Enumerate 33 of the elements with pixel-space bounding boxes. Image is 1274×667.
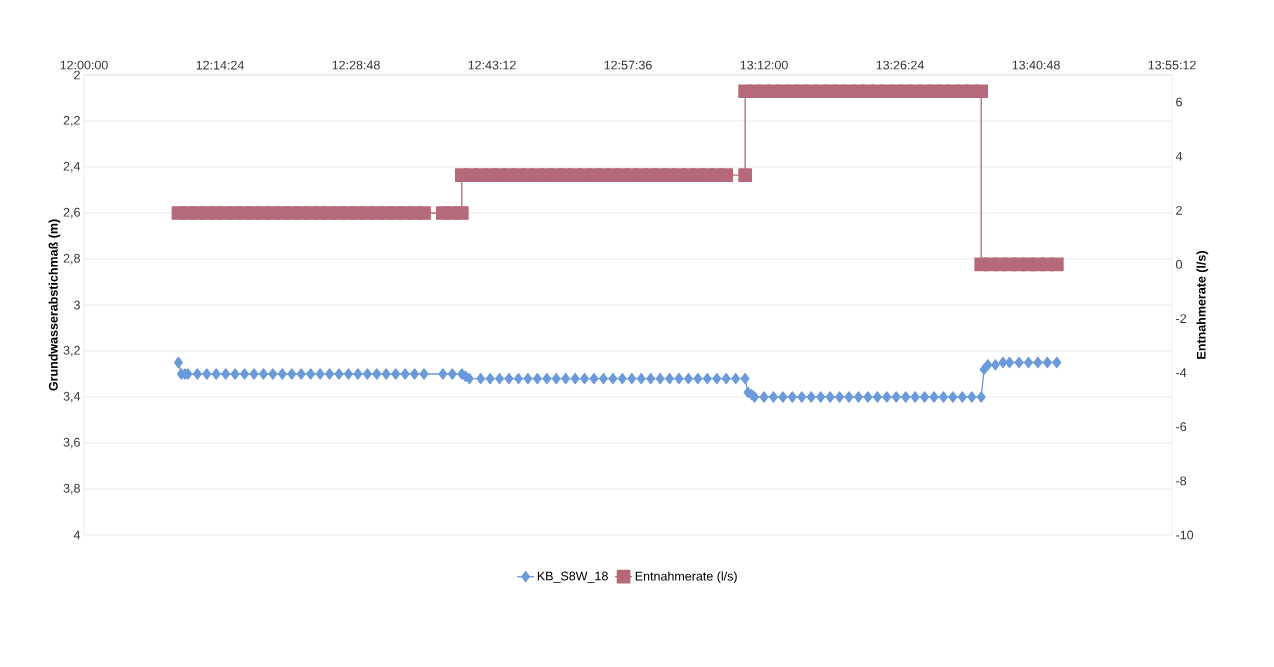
y-tick-label: 2,4 xyxy=(63,161,81,173)
y2-tick-label: 2 xyxy=(1176,205,1182,215)
y-tick-label: 3,6 xyxy=(63,437,80,449)
y2-tick-label: -10 xyxy=(1176,530,1194,540)
y-tick-label: 2,2 xyxy=(63,115,80,127)
y-tick-label: 3,2 xyxy=(63,345,80,357)
y-axis-title: Grundwasserabstichmaß (m) xyxy=(48,219,61,391)
x-tick-label: 12:57:36 xyxy=(604,60,652,70)
y2-tick-label: -4 xyxy=(1176,368,1187,377)
x-tick-label: 13:55:12 xyxy=(1148,60,1196,70)
x-tick-label: 13:12:00 xyxy=(740,60,788,70)
legend-label: Entnahmerate (l/s) xyxy=(635,571,737,584)
y2-tick-label: -6 xyxy=(1176,422,1187,432)
x-tick-label: 13:26:24 xyxy=(876,60,924,70)
x-tick-label: 12:14:24 xyxy=(196,60,244,70)
y2-tick-label: -8 xyxy=(1176,476,1187,486)
y-tick-label: 3,4 xyxy=(63,391,81,403)
y2-tick-label: 0 xyxy=(1176,259,1183,269)
x-tick-label: 13:40:48 xyxy=(1012,60,1060,70)
y2-tick-label: -2 xyxy=(1176,314,1187,323)
y-tick-label: 3 xyxy=(73,300,80,310)
y2-axis-title: Entnahmerate (l/s) xyxy=(1196,251,1209,359)
y-tick-label: 3,8 xyxy=(63,483,80,495)
y-tick-label: 2 xyxy=(74,70,80,80)
x-tick-label: 12:28:48 xyxy=(332,60,380,70)
legend-label: KB_S8W_18 xyxy=(537,571,608,583)
x-tick-label: 12:43:12 xyxy=(468,60,516,70)
y-tick-label: 4 xyxy=(73,530,81,540)
y-tick-label: 2,8 xyxy=(63,253,80,265)
y-tick-label: 2,6 xyxy=(63,207,80,219)
y2-tick-label: 4 xyxy=(1175,151,1183,161)
y2-tick-label: 6 xyxy=(1176,97,1182,107)
x-tick-label: 12:00:00 xyxy=(60,60,108,70)
